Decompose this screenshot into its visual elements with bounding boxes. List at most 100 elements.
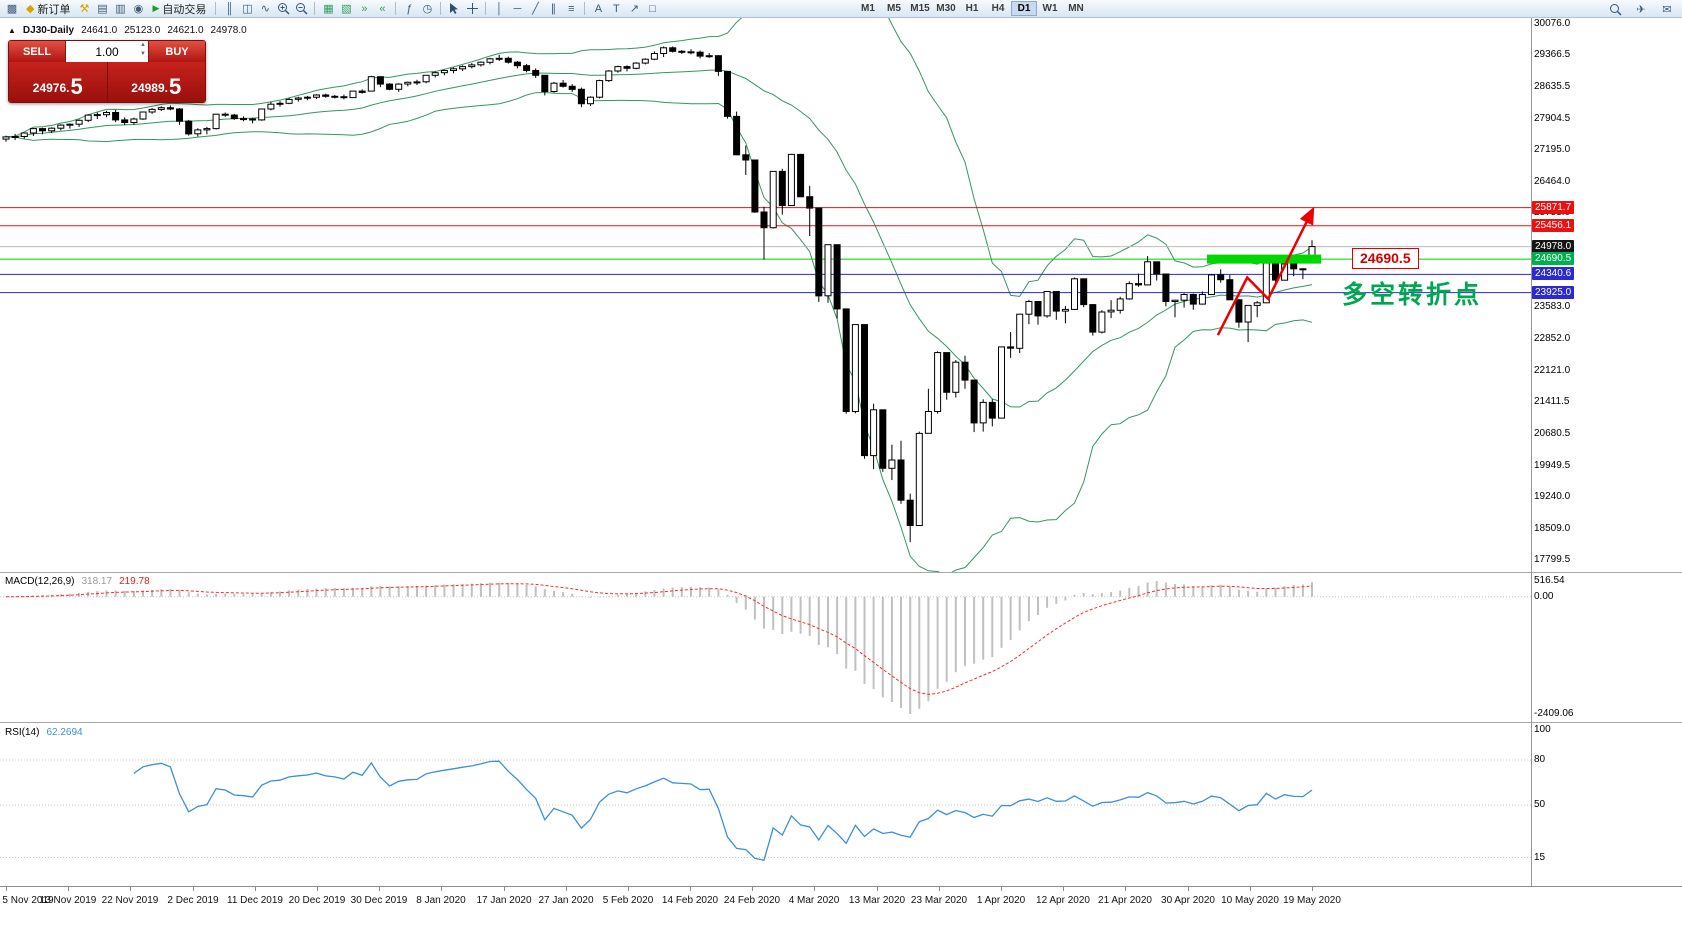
macd-panel[interactable] (0, 573, 1682, 722)
candle-body (1208, 274, 1215, 295)
time-axis-tick (939, 887, 940, 891)
timeframe-m30[interactable]: M30 (933, 1, 959, 16)
candle-body (1290, 263, 1298, 270)
timeframe-m15[interactable]: M15 (907, 1, 933, 16)
timeframe-toolbar: M1 M5 M15 M30 H1 H4 D1 W1 MN (855, 1, 1089, 16)
time-axis-label: 21 Apr 2020 (1098, 895, 1152, 906)
chart-close-value: 24978.0 (210, 25, 247, 36)
trend-arrow[interactable] (1216, 206, 1315, 336)
chart-shift-icon[interactable]: « (379, 2, 386, 15)
rsi-axis-label: 50 (1534, 799, 1546, 810)
send-icon[interactable]: ✈ (1636, 3, 1646, 16)
timeframe-m5[interactable]: M5 (881, 1, 907, 16)
timeframe-h4[interactable]: H4 (985, 1, 1011, 16)
highlight-zone[interactable] (1207, 254, 1322, 264)
new-order-button[interactable]: ◆ 新订单 (21, 1, 75, 17)
macd-signal-line (6, 583, 1313, 695)
panel-separator[interactable] (0, 722, 1682, 723)
vertical-line-tool-icon[interactable]: │ (495, 2, 503, 15)
cursor-icon[interactable] (445, 1, 463, 17)
time-axis-tick (193, 887, 194, 891)
buy-price[interactable]: 24989. 5 (106, 62, 205, 102)
timeframe-mn[interactable]: MN (1063, 1, 1089, 16)
time-axis-label: 5 Feb 2020 (602, 895, 654, 906)
chat-icon[interactable]: ✉ (1662, 3, 1672, 16)
arrow-tool-icon[interactable]: ↗ (629, 3, 639, 15)
spin-down-icon[interactable]: ▼ (140, 51, 146, 57)
timeframe-w1[interactable]: W1 (1037, 1, 1063, 16)
candle-body (1080, 278, 1088, 306)
candle-body (322, 94, 330, 97)
candle-body (650, 53, 658, 60)
panel-separator[interactable] (0, 572, 1682, 573)
time-axis-label: 13 Mar 2020 (848, 895, 906, 906)
label-tool-icon[interactable]: T (613, 2, 620, 15)
timeframe-h1[interactable]: H1 (959, 1, 985, 16)
market-watch-icon[interactable]: ▤ (97, 3, 108, 15)
new-chart-icon[interactable]: ▩ (6, 3, 18, 15)
auto-scroll-icon[interactable]: » (361, 2, 368, 15)
metaeditor-icon[interactable]: ⚒ (79, 3, 90, 15)
sell-button[interactable]: SELL (9, 41, 65, 62)
timeframe-d1[interactable]: D1 (1011, 1, 1037, 16)
volume-spinner[interactable]: ▲ ▼ (140, 42, 146, 60)
rsi-panel[interactable] (0, 724, 1682, 886)
candle-body (176, 108, 183, 122)
shapes-tool-icon[interactable]: □ (649, 2, 656, 15)
candle-body (276, 102, 284, 105)
cascade-windows-icon[interactable]: ▧ (341, 3, 352, 15)
annotation-text[interactable]: 多空转折点 (1342, 280, 1483, 309)
zoom-in-icon[interactable] (274, 1, 292, 17)
time-axis-tick (1001, 887, 1002, 891)
candle-body (523, 65, 531, 72)
channel-tool-icon[interactable]: ∥ (550, 3, 557, 15)
price-badge: 25456.1 (1532, 219, 1575, 232)
horizontal-line-tool-icon[interactable]: ─ (513, 2, 522, 15)
time-axis-tick (628, 887, 629, 891)
macd-label: MACD(12,26,9) 318.17 219.78 (5, 576, 150, 587)
trendline-tool-icon[interactable]: ╱ (532, 3, 539, 15)
time-axis-tick (130, 887, 131, 891)
tile-windows-icon[interactable]: ▦ (323, 3, 334, 15)
candle-body (230, 114, 238, 120)
candle-body (139, 111, 147, 120)
zoom-out-icon[interactable] (292, 1, 310, 17)
candle-body (1034, 301, 1042, 317)
time-axis-tick (1125, 887, 1126, 891)
candle-body (1226, 279, 1234, 301)
price-axis-label: 28635.5 (1534, 81, 1571, 92)
spin-up-icon[interactable]: ▲ (140, 42, 146, 48)
candle-body (121, 119, 129, 124)
buy-button[interactable]: BUY (149, 41, 205, 62)
navigator-icon[interactable]: ◉ (133, 3, 144, 15)
time-axis[interactable]: 5 Nov 2019 13 Nov 2019 22 Nov 2019 2 Dec 20… (0, 886, 1682, 912)
time-axis-label: 10 May 2020 (1221, 895, 1279, 906)
price-label-box[interactable]: 24690.5 (1352, 248, 1419, 269)
candlestick-mode-icon[interactable]: ◫ (242, 3, 253, 15)
fibonacci-tool-icon[interactable]: ≡ (568, 2, 575, 15)
search-icon[interactable] (1606, 1, 1624, 17)
chart-ohlc-header: ▲ DJ30-Daily 24641.0 25123.0 24621.0 249… (8, 25, 247, 36)
periods-icon[interactable]: ◷ (422, 3, 433, 15)
text-tool-icon[interactable]: A (594, 2, 603, 15)
indicators-icon[interactable]: ƒ (406, 2, 413, 15)
chart-high-value: 25123.0 (124, 25, 161, 36)
volume-field[interactable]: 1.00 ▲ ▼ (65, 41, 149, 62)
crosshair-icon[interactable] (463, 1, 481, 17)
price-badge: 24978.0 (1532, 240, 1575, 253)
main-chart[interactable] (0, 18, 1682, 572)
candle-body (212, 113, 220, 130)
timeframe-m1[interactable]: M1 (855, 1, 881, 16)
candle-body (203, 128, 211, 131)
candle-body (157, 107, 165, 110)
candle-body (870, 409, 878, 457)
price-axis-label: 27904.5 (1534, 113, 1571, 124)
data-window-icon[interactable]: ▥ (115, 3, 126, 15)
sell-price[interactable]: 24976. 5 (9, 62, 107, 102)
candle-body (66, 123, 74, 126)
bar-chart-mode-icon[interactable]: ║ (225, 2, 234, 15)
autotrading-button[interactable]: ▶ 自动交易 (147, 1, 211, 17)
candle-body (924, 411, 932, 434)
line-chart-mode-icon[interactable]: ∿ (260, 3, 270, 15)
rsi-axis-label: 100 (1534, 724, 1551, 735)
